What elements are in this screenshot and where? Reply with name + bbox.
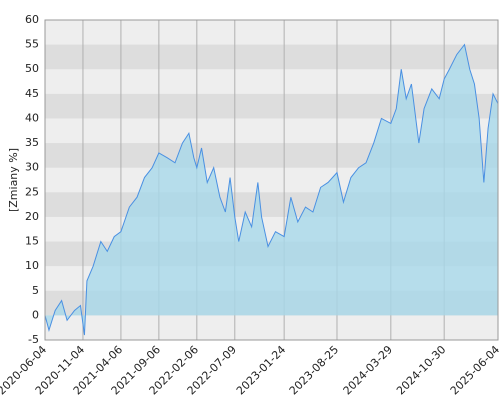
plot-frame — [44, 19, 499, 341]
y-tick-label: 45 — [25, 87, 39, 100]
area — [45, 44, 498, 336]
band — [45, 44, 498, 70]
y-tick-label: 30 — [25, 161, 39, 174]
y-tick-label: 40 — [25, 111, 39, 124]
y-tick-label: 50 — [25, 62, 39, 75]
y-tick-label: 15 — [25, 235, 39, 248]
y-tick-label: 0 — [32, 308, 39, 321]
y-tick-label: 10 — [25, 259, 39, 272]
y-tick-label: -5 — [28, 333, 39, 346]
x-tick-label: 2023-01-24 — [234, 343, 288, 397]
y-tick-label: 5 — [32, 284, 39, 297]
y-axis-label: [Zmiany %] — [7, 148, 20, 212]
y-tick-label: 35 — [25, 136, 39, 149]
y-tick-label: 60 — [25, 13, 39, 26]
y-tick-label: 20 — [25, 210, 39, 223]
x-tick-label: 2023-08-25 — [287, 343, 341, 397]
x-tick-label: 2024-10-30 — [394, 343, 448, 397]
y-tick-label: 25 — [25, 185, 39, 198]
x-tick-label: 2025-06-04 — [448, 343, 500, 397]
x-tick-label: 2024-03-29 — [341, 343, 395, 397]
line — [44, 43, 499, 336]
y-tick-label: 55 — [25, 38, 39, 51]
